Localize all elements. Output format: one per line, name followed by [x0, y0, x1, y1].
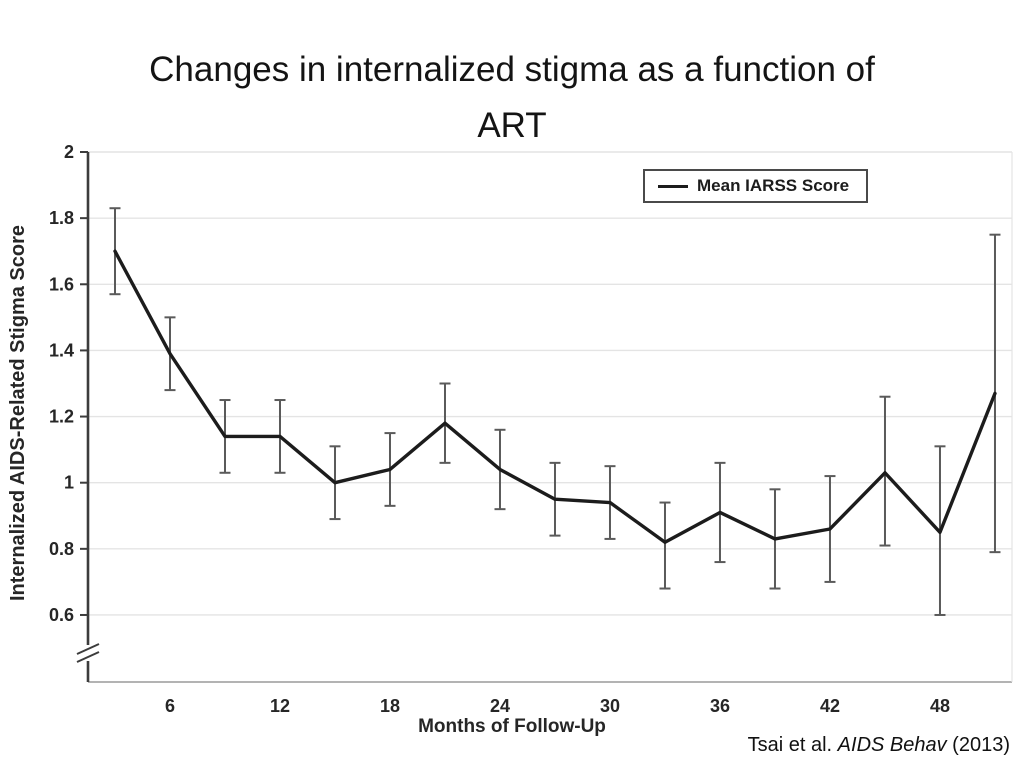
- legend-line-sample-icon: [658, 184, 688, 188]
- legend-label: Mean IARSS Score: [697, 176, 850, 195]
- page-title-line1: Changes in internalized stigma as a func…: [149, 50, 875, 89]
- x-tick-label: 42: [820, 696, 840, 716]
- axis-break-icon: [76, 643, 100, 655]
- citation-journal: AIDS Behav: [837, 734, 947, 756]
- y-tick-label: 1: [64, 473, 74, 493]
- mean-iarss-line: [113, 249, 997, 544]
- citation-year: (2013): [946, 734, 1010, 756]
- citation-authors: Tsai et al.: [747, 734, 838, 756]
- y-tick-label: 1.2: [49, 407, 74, 427]
- x-tick-label: 6: [165, 696, 175, 716]
- y-tick-label: 1.6: [49, 274, 74, 294]
- x-tick-label: 24: [490, 696, 510, 716]
- citation: Tsai et al. AIDS Behav (2013): [748, 734, 1010, 757]
- axis-break-gap: [85, 645, 91, 661]
- x-tick-label: 12: [270, 696, 290, 716]
- x-tick-label: 36: [710, 696, 730, 716]
- y-tick-label: 2: [64, 142, 74, 162]
- x-tick-label: 30: [600, 696, 620, 716]
- x-tick-label: 18: [380, 696, 400, 716]
- x-axis-title: Months of Follow-Up: [418, 716, 606, 737]
- page-title-line2: ART: [477, 106, 547, 145]
- y-tick-label: 1.4: [49, 340, 74, 360]
- x-tick-label: 48: [930, 696, 950, 716]
- axis-break-icon: [76, 651, 100, 663]
- legend: Mean IARSS Score: [643, 169, 868, 203]
- page-title: Changes in internalized stigma as a func…: [0, 42, 1024, 154]
- y-tick-label: 1.8: [49, 208, 74, 228]
- y-tick-label: 0.6: [49, 605, 74, 625]
- y-tick-label: 0.8: [49, 539, 74, 559]
